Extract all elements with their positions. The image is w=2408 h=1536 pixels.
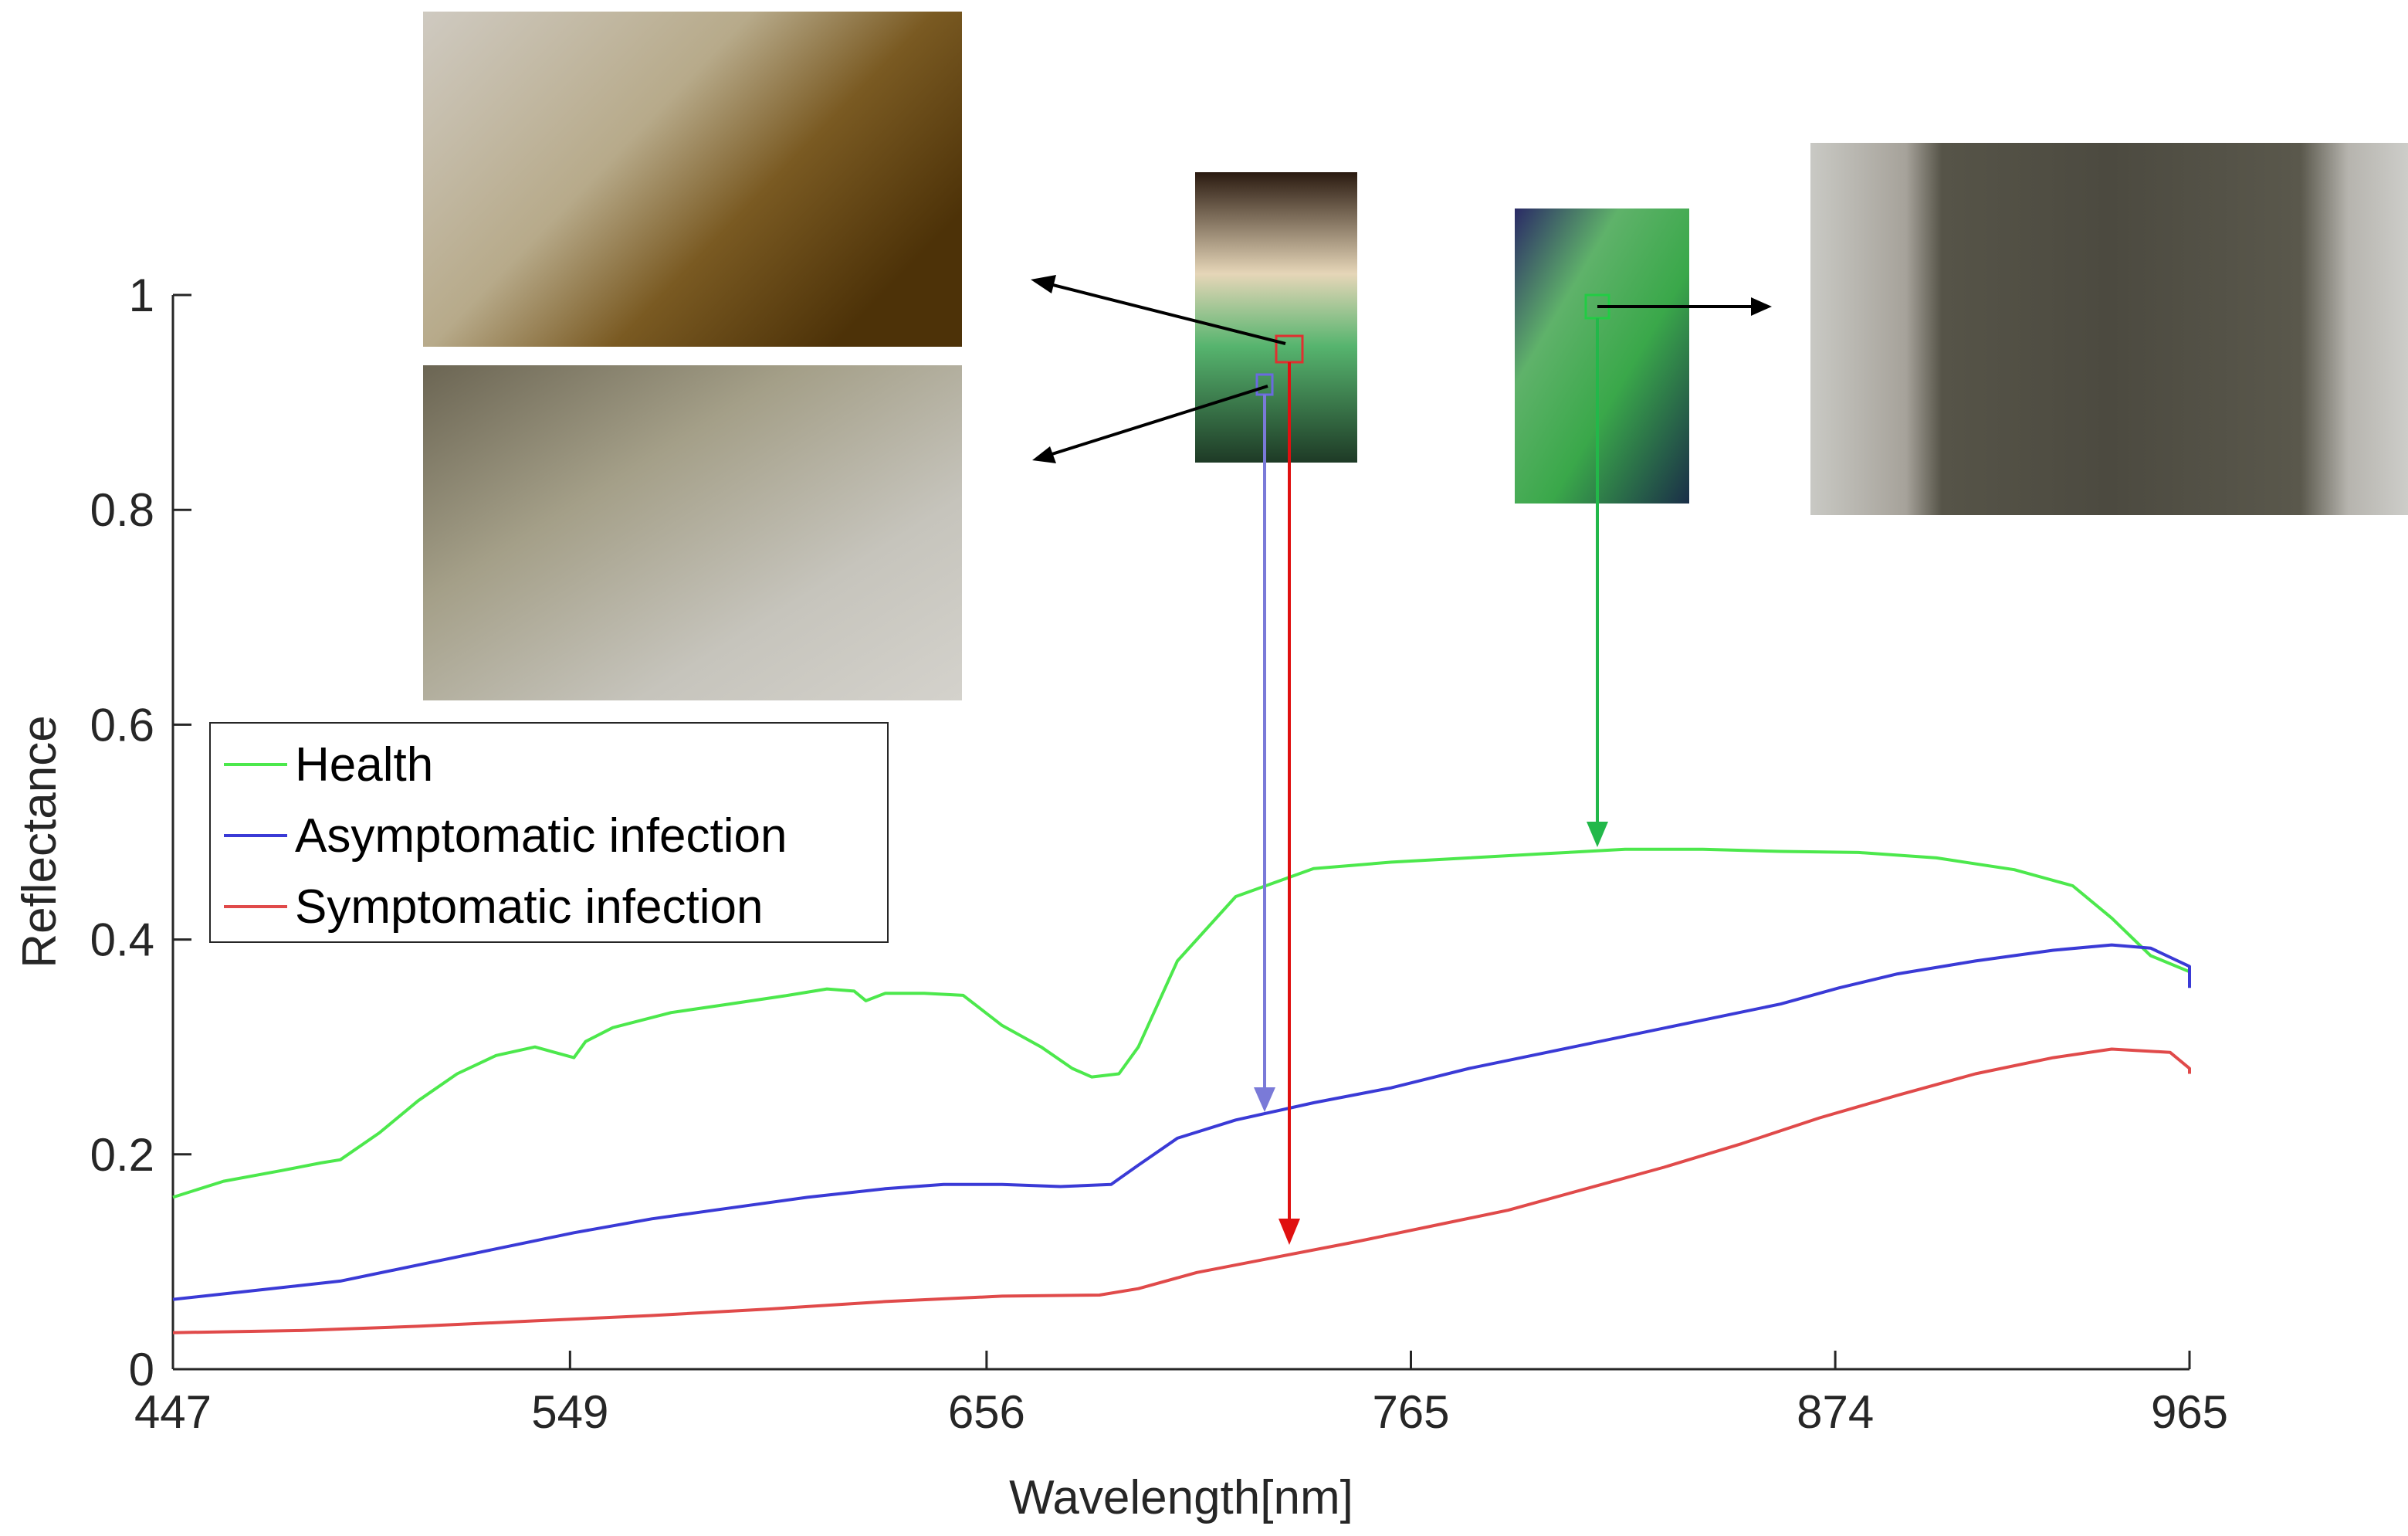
annotation-arrows — [1031, 275, 1772, 1245]
x-tick-label: 447 — [134, 1386, 212, 1438]
micrograph-middle-left — [423, 365, 962, 700]
x-tick-label: 965 — [2151, 1386, 2228, 1438]
arrow-to-middle-micrograph — [1041, 385, 1268, 459]
series-line-1 — [172, 847, 2190, 1199]
y-tick-label: 0.2 — [90, 1129, 154, 1181]
y-tick-label: 0.4 — [90, 914, 154, 966]
arrowhead-green — [1587, 822, 1608, 847]
y-tick-label: 0 — [129, 1344, 154, 1395]
micrograph-right — [1810, 143, 2408, 515]
y-tick-label: 0.8 — [90, 484, 154, 536]
y-tick-label: 0.6 — [90, 699, 154, 751]
arrowhead-middle-micrograph — [1032, 446, 1056, 463]
x-tick-label: 656 — [948, 1386, 1025, 1438]
x-tick-label: 765 — [1372, 1386, 1449, 1438]
series-group — [172, 847, 2191, 1334]
arrowhead-red — [1279, 1219, 1300, 1245]
micrograph-top-left — [423, 12, 962, 347]
arrowhead-right-micrograph — [1751, 297, 1772, 316]
legend-entry-label: Health — [295, 738, 433, 792]
arrow-to-top-micrograph — [1040, 280, 1286, 345]
y-tick-label: 1 — [129, 270, 154, 321]
legend: Health Asymptomatic infection Symptomatic … — [209, 722, 889, 943]
series-line-2 — [172, 943, 2191, 1301]
legend-entry-label: Symptomatic infection — [295, 880, 763, 934]
arrowhead-top-micrograph — [1031, 275, 1056, 293]
axes: 447 549 656 765 874 965 0 0.2 0.4 0.6 0.8 1 Waveleng… — [13, 270, 2228, 1524]
x-axis-label: Wavelength[nm] — [1009, 1471, 1353, 1524]
legend-box — [209, 722, 889, 943]
series-line-3 — [172, 1047, 2191, 1334]
x-tick-label: 874 — [1797, 1386, 1874, 1438]
leaf-image-infected — [1195, 172, 1357, 463]
x-tick-label: 549 — [531, 1386, 608, 1438]
leaf-image-healthy — [1515, 209, 1689, 504]
legend-entry-label: Asymptomatic infection — [295, 809, 787, 863]
arrowhead-blue — [1254, 1087, 1275, 1112]
y-axis-label: Reflectance — [13, 715, 66, 968]
